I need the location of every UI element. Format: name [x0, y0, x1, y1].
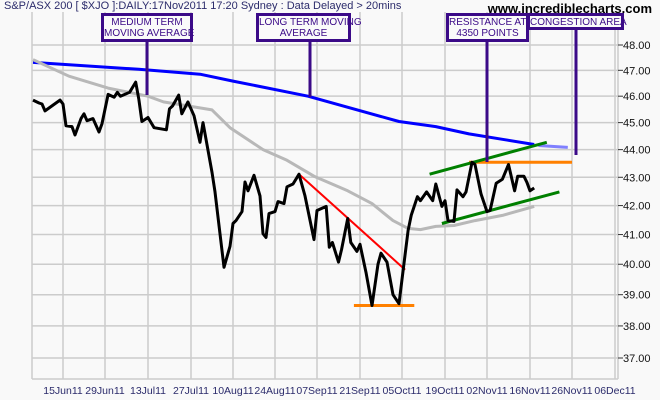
x-tick-label: 27Jul11 [173, 385, 209, 397]
annotation-long-ma: LONG TERM MOVING AVERAGE [256, 13, 362, 42]
y-axis: 48.00 47.00 46.00 45.00 44.00 43.00 42.00 41.00… [618, 40, 651, 365]
y-tick-label: 41.00 [623, 230, 651, 242]
chart-header-title: S&P/ASX 200 [ $XJO ]:DAILY:17Nov2011 17:… [4, 0, 402, 12]
channel-trendline [441, 190, 560, 225]
long-ma-line [32, 60, 535, 146]
x-tick-label: 19Oct11 [426, 385, 465, 397]
price-line [32, 80, 536, 307]
annotation-congestion: CONGESTION AREA [527, 13, 627, 30]
x-tick-label: 02Nov11 [466, 385, 507, 397]
x-tick-label: 26Nov11 [551, 385, 592, 397]
y-tick-label: 47.00 [623, 65, 651, 77]
y-tick-label: 48.00 [623, 40, 651, 52]
brand-watermark[interactable]: www.incrediblecharts.com [487, 1, 652, 16]
y-tick-label: 44.00 [623, 145, 651, 157]
y-tick-label: 40.00 [623, 259, 651, 271]
long-ma-projection-line [538, 144, 568, 149]
annotation-pointers [145, 30, 578, 162]
annotation-text: MEDIUM TERM [111, 17, 183, 28]
annotation-medium-ma: MEDIUM TERM MOVING AVERAGE [101, 13, 195, 42]
annotation-text: LONG TERM MOVING [259, 17, 362, 28]
grid [31, 12, 619, 380]
x-tick-label: 10Aug11 [212, 385, 253, 397]
annotation-resistance: RESISTANCE AT 4350 POINTS [446, 13, 529, 42]
x-tick-label: 24Aug11 [254, 385, 295, 397]
x-tick-label: 05Oct11 [383, 385, 422, 397]
annotation-text: AVERAGE [279, 28, 328, 39]
x-tick-label: 06Dec11 [594, 385, 635, 397]
y-tick-label: 39.00 [623, 290, 651, 302]
annotation-text: MOVING AVERAGE [104, 28, 195, 39]
y-tick-label: 38.00 [623, 321, 651, 333]
downtrend-trendline [298, 173, 406, 271]
y-tick-label: 37.00 [623, 353, 651, 365]
y-tick-label: 45.00 [623, 118, 651, 130]
x-tick-label: 15Jun11 [43, 385, 83, 397]
annotation-text: 4350 POINTS [456, 28, 519, 39]
annotation-text: CONGESTION AREA [530, 17, 627, 28]
x-tick-label: 29Jun11 [85, 385, 125, 397]
annotation-text: RESISTANCE AT [449, 17, 527, 28]
x-tick-label: 16Nov11 [509, 385, 550, 397]
x-tick-label: 07Sep11 [296, 385, 337, 397]
x-axis: 15Jun11 29Jun11 13Jul11 27Jul11 10Aug11 24Aug… [43, 385, 636, 397]
y-tick-label: 43.00 [623, 172, 651, 184]
y-tick-label: 46.00 [623, 91, 651, 103]
x-tick-label: 13Jul11 [130, 385, 166, 397]
medium-ma-line [32, 58, 535, 232]
x-tick-label: 21Sep11 [339, 385, 380, 397]
y-tick-label: 42.00 [623, 201, 651, 213]
